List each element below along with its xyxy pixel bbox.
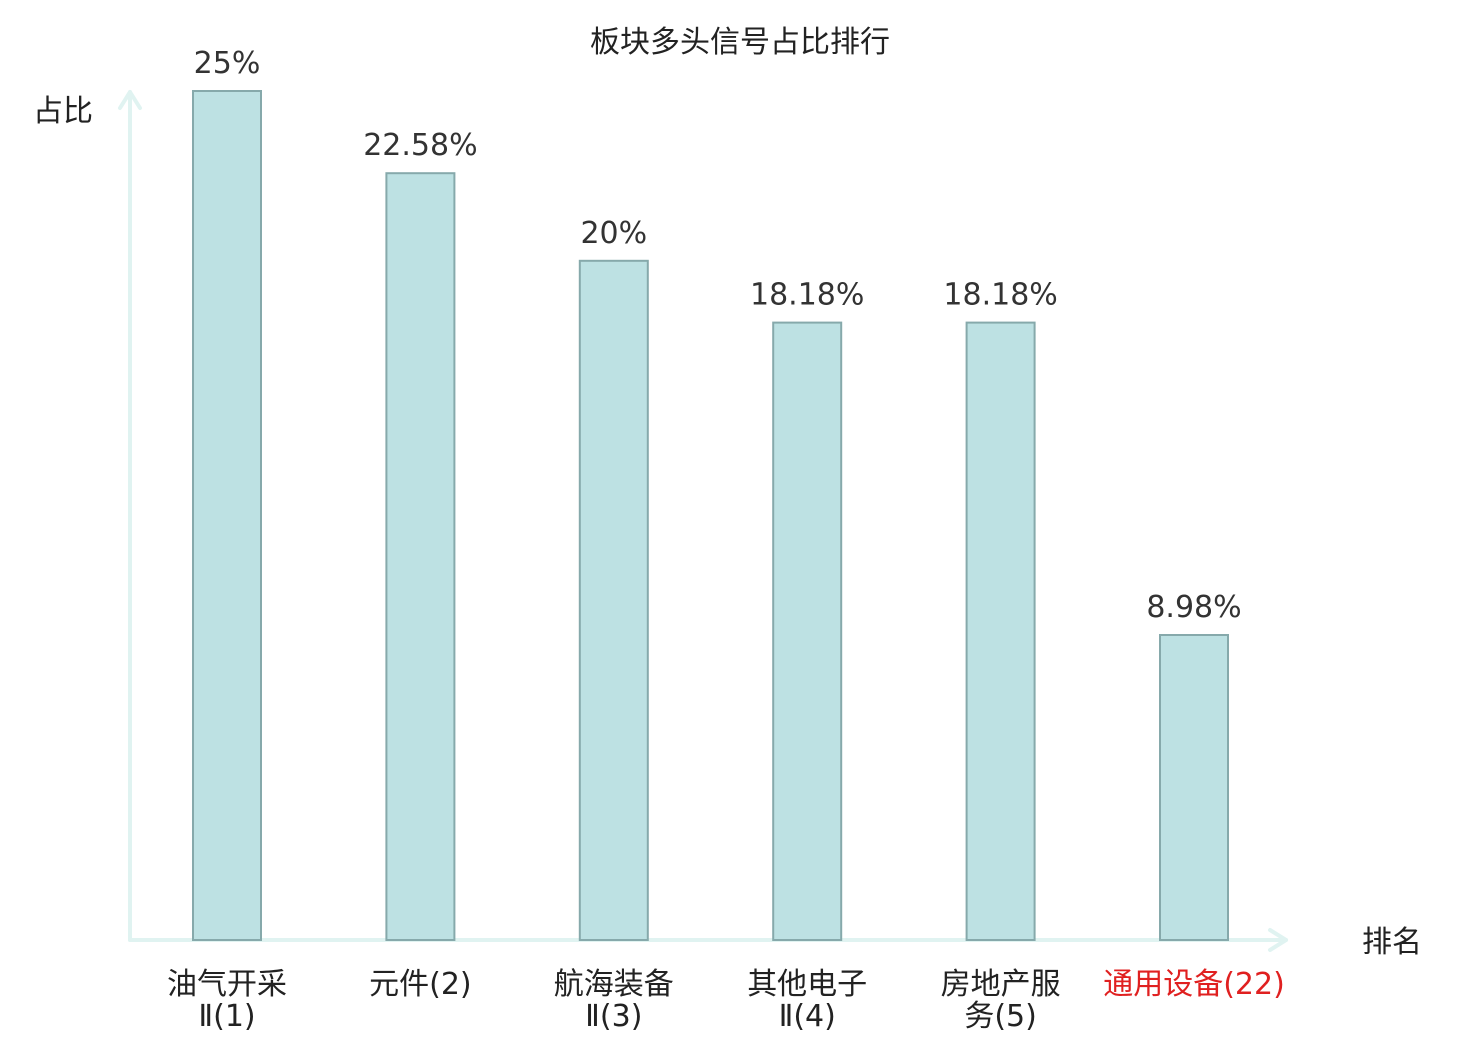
bar: [192, 90, 262, 941]
category-label: Ⅱ(1): [198, 999, 255, 1034]
value-label: 22.58%: [363, 128, 477, 163]
axes: [118, 90, 1288, 952]
y-axis-label: 占比: [33, 94, 93, 129]
category-label: Ⅱ(4): [779, 999, 836, 1034]
value-label: 18.18%: [750, 278, 864, 313]
bar: [965, 321, 1036, 942]
category-label: Ⅱ(3): [585, 999, 642, 1034]
bar: [1159, 634, 1229, 941]
category-label: 务(5): [964, 999, 1037, 1034]
value-label: 25%: [194, 46, 261, 81]
y-axis-arrow-icon: [118, 90, 142, 110]
category-label: 元件(2): [369, 967, 472, 1002]
chart-title: 板块多头信号占比排行: [590, 25, 890, 60]
bar: [772, 321, 843, 942]
x-axis-label: 排名: [1362, 925, 1422, 960]
value-label: 18.18%: [943, 278, 1057, 313]
value-label: 8.98%: [1146, 590, 1241, 625]
category-label: 房地产服: [941, 967, 1061, 1002]
bar: [578, 259, 649, 941]
x-axis-arrow-icon: [1268, 928, 1288, 952]
value-label: 20%: [580, 216, 647, 251]
category-label: 油气开采: [167, 967, 287, 1002]
value-labels-group: 25% 22.58% 20% 18.18% 18.18% 8.98%: [194, 46, 1242, 625]
category-label: 航海装备: [554, 967, 674, 1002]
category-label: 其他电子: [747, 967, 867, 1002]
bars-group: [192, 90, 1229, 942]
category-label: 通用设备(22): [1103, 967, 1285, 1002]
bar: [385, 172, 456, 941]
